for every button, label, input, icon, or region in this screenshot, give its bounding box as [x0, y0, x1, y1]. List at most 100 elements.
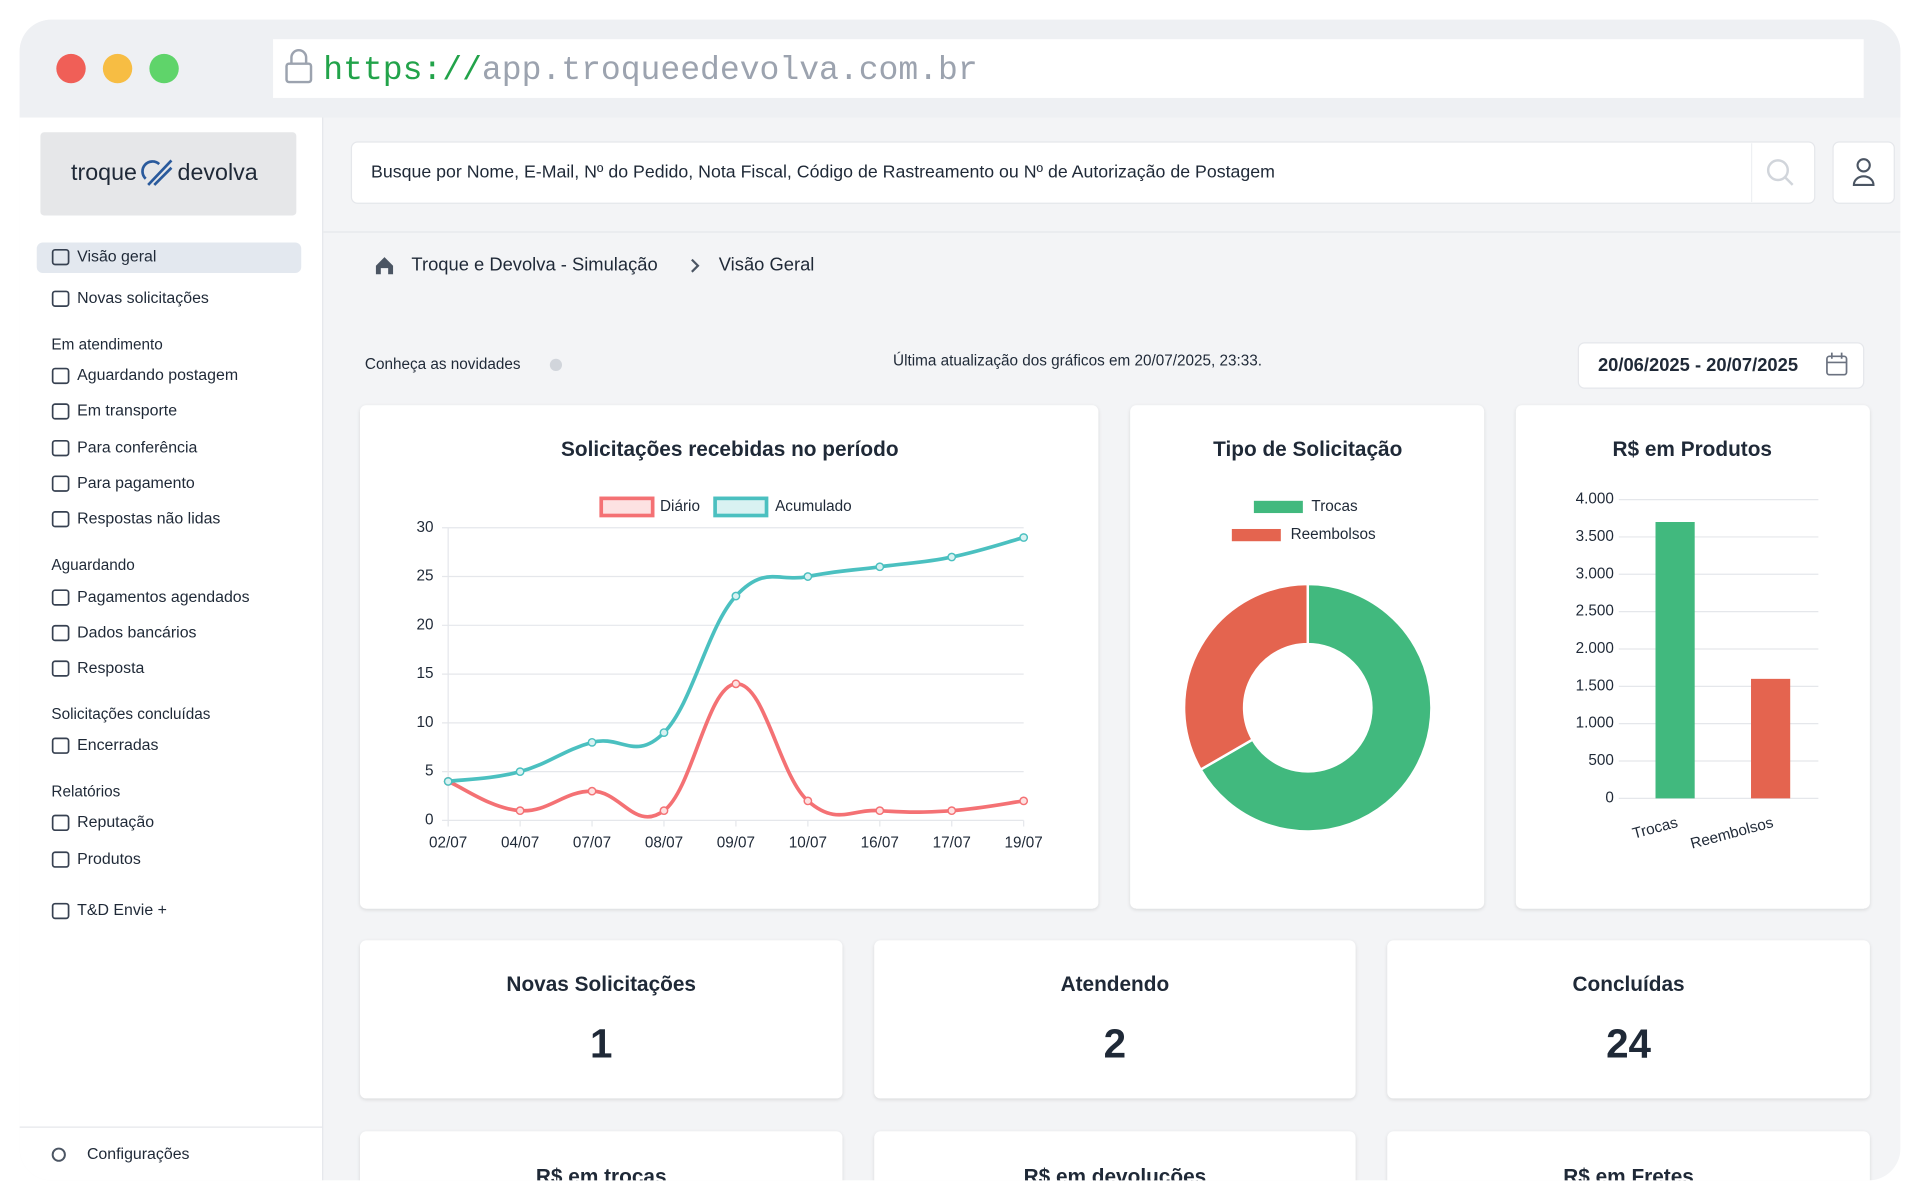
chart-card — [1130, 405, 1485, 909]
nav-icon — [51, 367, 70, 385]
nav-item[interactable]: Para pagamento — [77, 475, 195, 492]
nav-icon — [51, 660, 70, 677]
nav-icon — [51, 290, 70, 307]
breadcrumb-chevron — [691, 258, 700, 273]
nav-icon — [51, 510, 70, 528]
data-point — [587, 786, 597, 796]
data-point — [515, 806, 525, 816]
legend-label: Reembolsos — [1291, 526, 1376, 543]
donut-slice — [1182, 582, 1309, 772]
y-tick-label: 3.500 — [1576, 528, 1614, 545]
legend-swatch — [1231, 528, 1281, 542]
donut-slice — [1198, 582, 1433, 833]
x-tick-label: 07/07 — [573, 835, 611, 852]
y-tick-label: 1.000 — [1576, 715, 1614, 732]
nav-item[interactable]: T&D Envie + — [77, 902, 167, 919]
url-bar[interactable] — [273, 39, 1864, 98]
chart-card — [360, 405, 1099, 909]
data-point — [659, 728, 669, 738]
legend-label: Diário — [660, 498, 700, 515]
nav-heading: Aguardando — [51, 557, 134, 574]
stat-card — [360, 940, 843, 1099]
stat-card — [1387, 940, 1870, 1099]
stat-title: Novas Solicitações — [506, 973, 696, 996]
data-point — [731, 591, 741, 601]
minimize-dot — [102, 53, 133, 84]
nav-item[interactable]: Pagamentos agendados — [77, 589, 249, 606]
data-point — [443, 776, 453, 786]
nav-item[interactable]: Visão geral — [77, 248, 156, 265]
calendar-icon — [1826, 352, 1848, 376]
nav-item[interactable]: Encerradas — [77, 737, 158, 754]
last-update: Última atualização dos gráficos em 20/07… — [893, 352, 1262, 369]
stat-value: 1 — [590, 1021, 612, 1067]
value-card-title: R$ em trocas — [536, 1165, 667, 1188]
nav-item[interactable]: Novas solicitações — [77, 290, 209, 307]
news-link[interactable]: Conheça as novidades — [365, 356, 521, 373]
breadcrumb-link[interactable]: Troque e Devolva - Simulação — [411, 254, 657, 275]
url: https://app.troqueedevolva.com.br — [323, 51, 977, 89]
nav-item[interactable]: Respostas não lidas — [77, 510, 220, 527]
user-button[interactable] — [1832, 141, 1895, 204]
nav-icon — [51, 624, 70, 642]
nav-item[interactable]: Produtos — [77, 851, 141, 868]
lock-icon — [285, 49, 313, 84]
nav-icon — [51, 902, 70, 920]
y-tick-label: 2.000 — [1576, 640, 1614, 657]
legend-swatch — [599, 496, 655, 518]
chart-title: Tipo de Solicitação — [1213, 438, 1402, 461]
y-tick-label: 30 — [416, 519, 433, 536]
logo-left: troque — [71, 159, 137, 185]
date-picker[interactable] — [1577, 342, 1865, 389]
nav-item[interactable]: Em transporte — [77, 403, 177, 420]
nav-icon — [51, 248, 70, 266]
x-tick-label: 04/07 — [501, 835, 539, 852]
browser-window: https://app.troqueedevolva.com.br troque… — [19, 19, 1901, 1188]
chart-title: Solicitações recebidas no período — [561, 438, 898, 461]
nav-item[interactable]: Reputação — [77, 814, 154, 831]
data-point — [875, 806, 885, 816]
data-point — [875, 562, 885, 572]
y-tick-label: 0 — [1605, 789, 1614, 806]
data-point — [947, 552, 957, 562]
x-tick-label: 17/07 — [933, 835, 971, 852]
nav-item[interactable]: Para conferência — [77, 439, 197, 456]
nav-heading: Relatórios — [51, 783, 120, 800]
data-point — [803, 796, 813, 806]
nav-item[interactable]: Dados bancários — [77, 624, 196, 641]
x-tick-label: 08/07 — [645, 835, 683, 852]
y-tick-label: 3.000 — [1576, 565, 1614, 582]
legend-swatch — [1253, 500, 1303, 514]
nav-item[interactable]: Resposta — [77, 660, 144, 677]
bar — [1655, 522, 1695, 799]
data-point — [587, 737, 597, 747]
url-host: app.troqueedevolva.com.br — [482, 51, 978, 89]
y-tick-label: 2.500 — [1576, 603, 1614, 620]
line-series — [447, 535, 1025, 784]
data-point — [659, 806, 669, 816]
nav-item[interactable]: Aguardando postagem — [77, 367, 238, 384]
logo-box[interactable] — [40, 132, 297, 216]
news-dot — [549, 358, 563, 372]
settings-link[interactable]: Configurações — [87, 1146, 190, 1163]
nav-icon — [51, 439, 70, 457]
sidebar — [19, 117, 323, 1181]
maximize-dot — [149, 53, 179, 84]
legend-label: Acumulado — [775, 498, 852, 515]
stat-value: 2 — [1104, 1021, 1126, 1067]
stat-title: Concluídas — [1573, 973, 1685, 996]
data-point — [1019, 796, 1029, 806]
value-card — [874, 1131, 1356, 1181]
nav-icon — [51, 737, 70, 754]
nav-icon — [51, 589, 70, 606]
search-box[interactable] — [350, 141, 1816, 204]
logo-right: devolva — [178, 159, 258, 185]
search-icon[interactable] — [1766, 159, 1794, 186]
value-card — [1387, 1131, 1870, 1181]
chart-title: R$ em Produtos — [1613, 438, 1772, 461]
y-tick-label: 0 — [425, 811, 434, 828]
close-dot — [56, 53, 86, 84]
nav-icon — [51, 475, 70, 492]
search-placeholder: Busque por Nome, E-Mail, Nº do Pedido, N… — [371, 161, 1275, 181]
